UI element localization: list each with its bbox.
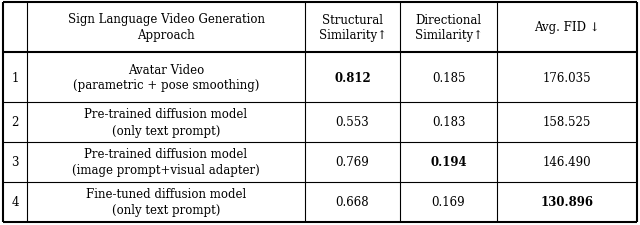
Text: Structural
Similarity↑: Structural Similarity↑: [319, 14, 387, 42]
Text: Avg. FID ↓: Avg. FID ↓: [534, 21, 600, 34]
Text: 2: 2: [12, 116, 19, 129]
Text: 4: 4: [12, 196, 19, 209]
Text: 130.896: 130.896: [541, 196, 593, 209]
Text: 0.169: 0.169: [432, 196, 465, 209]
Text: 0.553: 0.553: [335, 116, 369, 129]
Text: 158.525: 158.525: [543, 116, 591, 129]
Text: 0.185: 0.185: [432, 71, 465, 84]
Text: 0.769: 0.769: [335, 156, 369, 169]
Text: Fine-tuned diffusion model
(only text prompt): Fine-tuned diffusion model (only text pr…: [86, 188, 246, 216]
Text: Pre-trained diffusion model
(image prompt+visual adapter): Pre-trained diffusion model (image promp…: [72, 148, 260, 177]
Text: 146.490: 146.490: [543, 156, 591, 169]
Text: Pre-trained diffusion model
(only text prompt): Pre-trained diffusion model (only text p…: [84, 108, 248, 137]
Text: 0.812: 0.812: [334, 71, 371, 84]
Text: 176.035: 176.035: [543, 71, 591, 84]
Text: Sign Language Video Generation
Approach: Sign Language Video Generation Approach: [67, 14, 264, 42]
Text: 3: 3: [12, 156, 19, 169]
Text: 0.668: 0.668: [336, 196, 369, 209]
Text: 0.183: 0.183: [432, 116, 465, 129]
Text: 1: 1: [12, 71, 19, 84]
Text: Avatar Video
(parametric + pose smoothing): Avatar Video (parametric + pose smoothin…: [73, 63, 259, 92]
Text: Directional
Similarity↑: Directional Similarity↑: [415, 14, 483, 42]
Text: 0.194: 0.194: [430, 156, 467, 169]
